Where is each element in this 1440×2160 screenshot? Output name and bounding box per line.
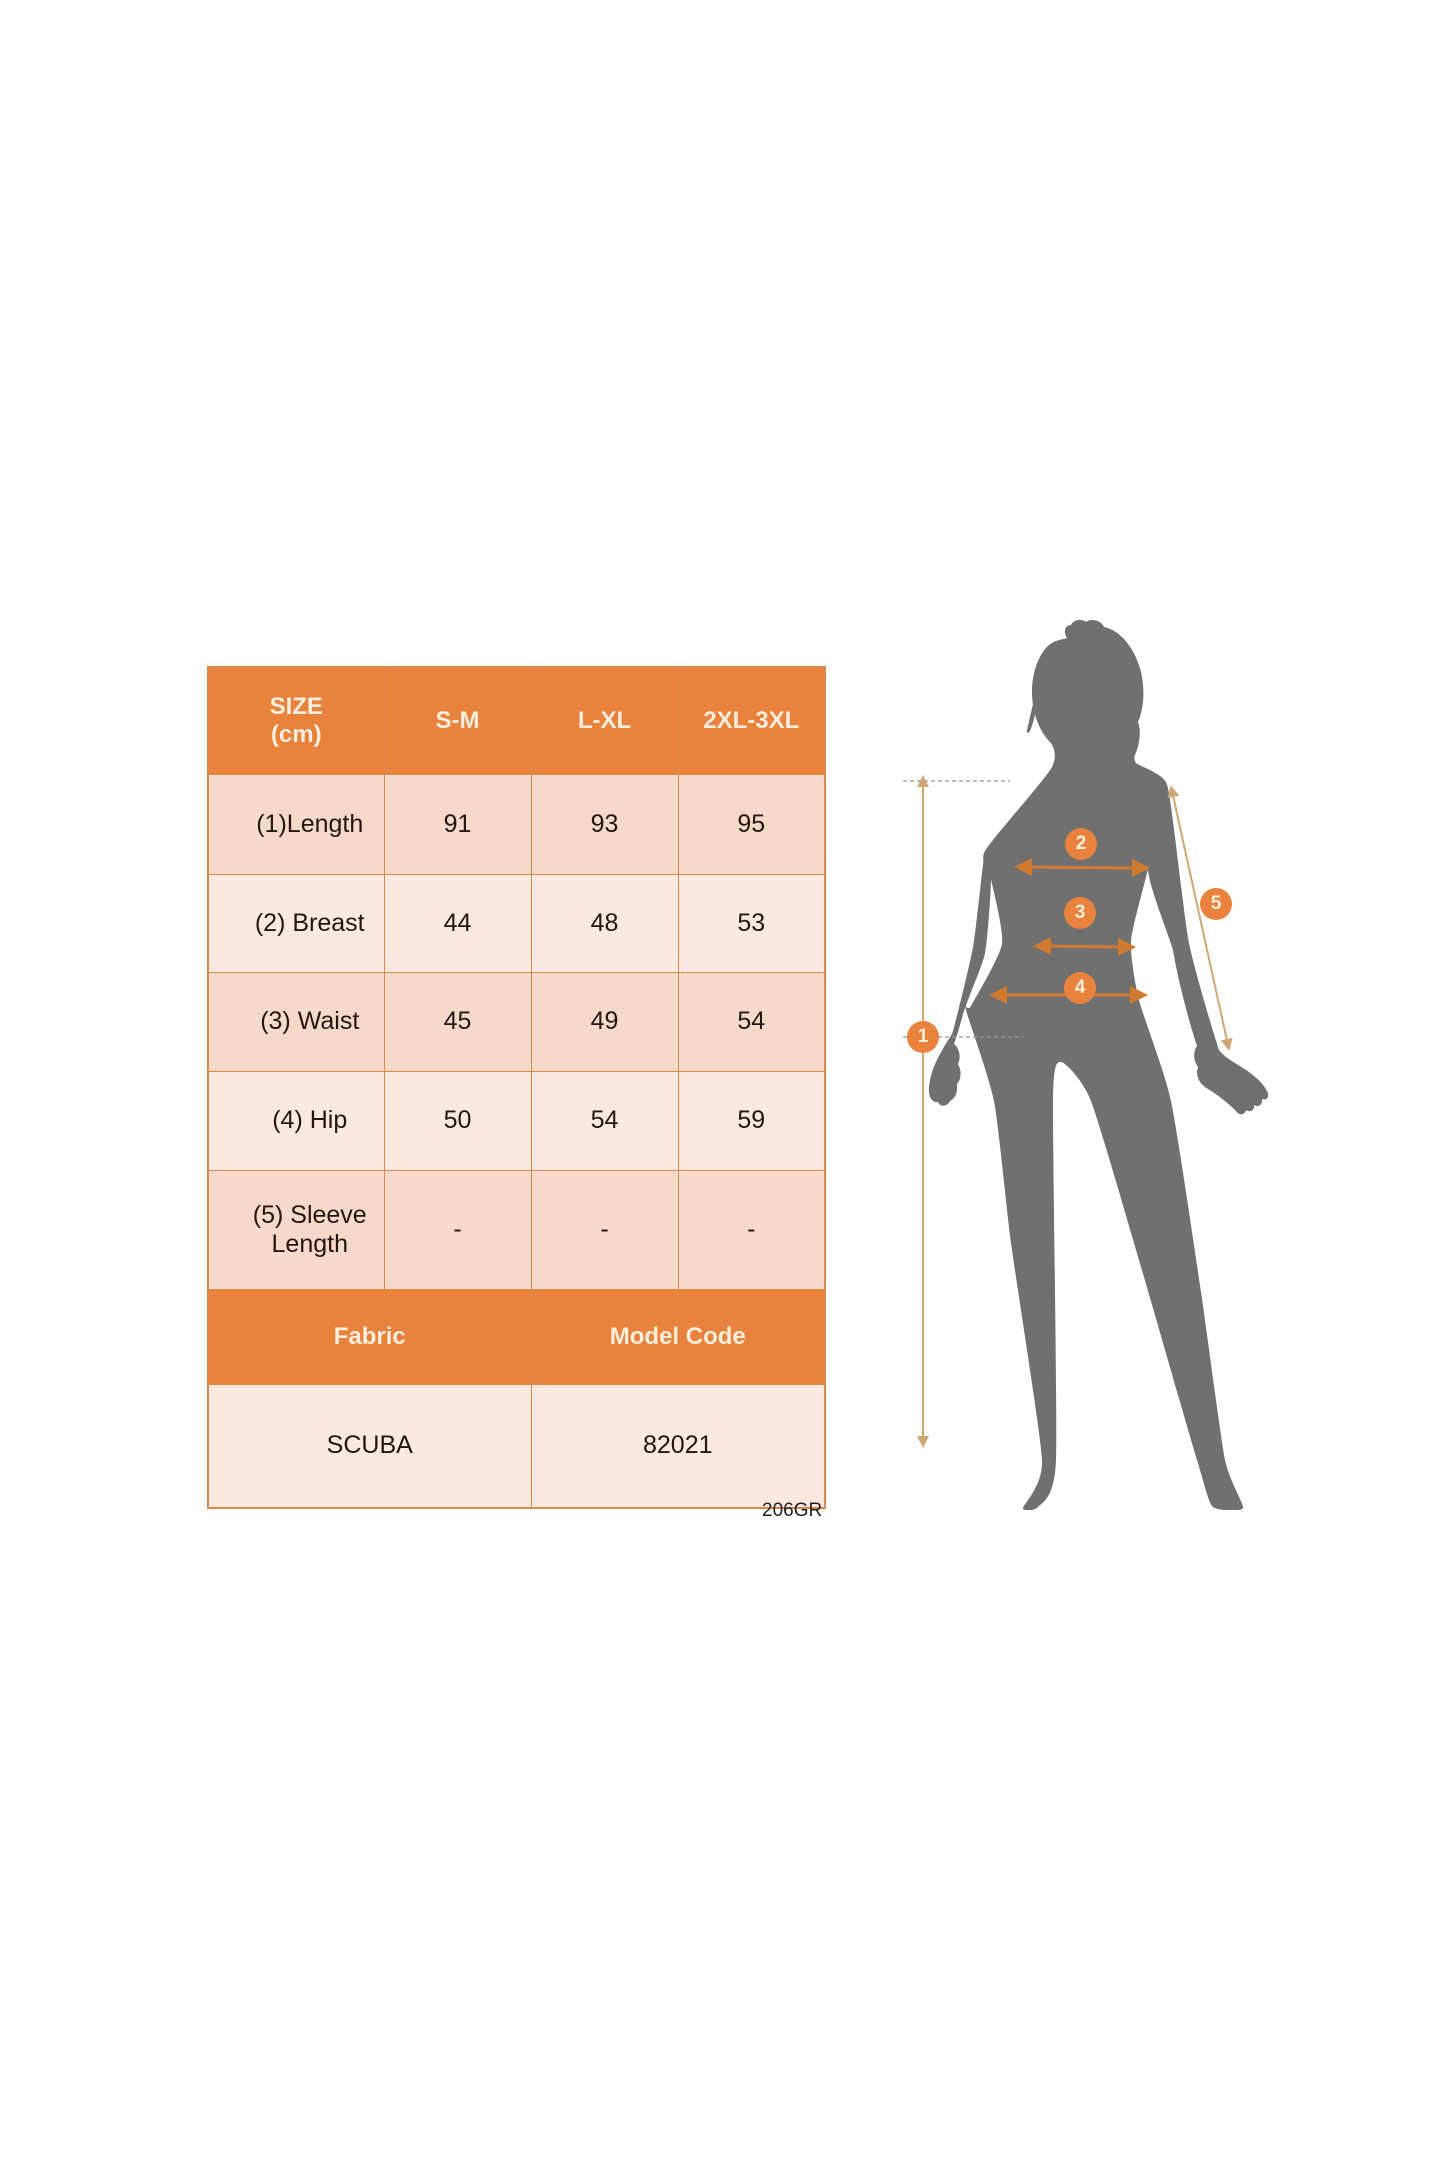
svg-text:3: 3 xyxy=(1075,902,1086,923)
svg-text:1: 1 xyxy=(918,1026,929,1047)
svg-text:5: 5 xyxy=(1211,893,1222,914)
svg-text:2: 2 xyxy=(1076,833,1087,854)
svg-text:4: 4 xyxy=(1075,977,1086,998)
